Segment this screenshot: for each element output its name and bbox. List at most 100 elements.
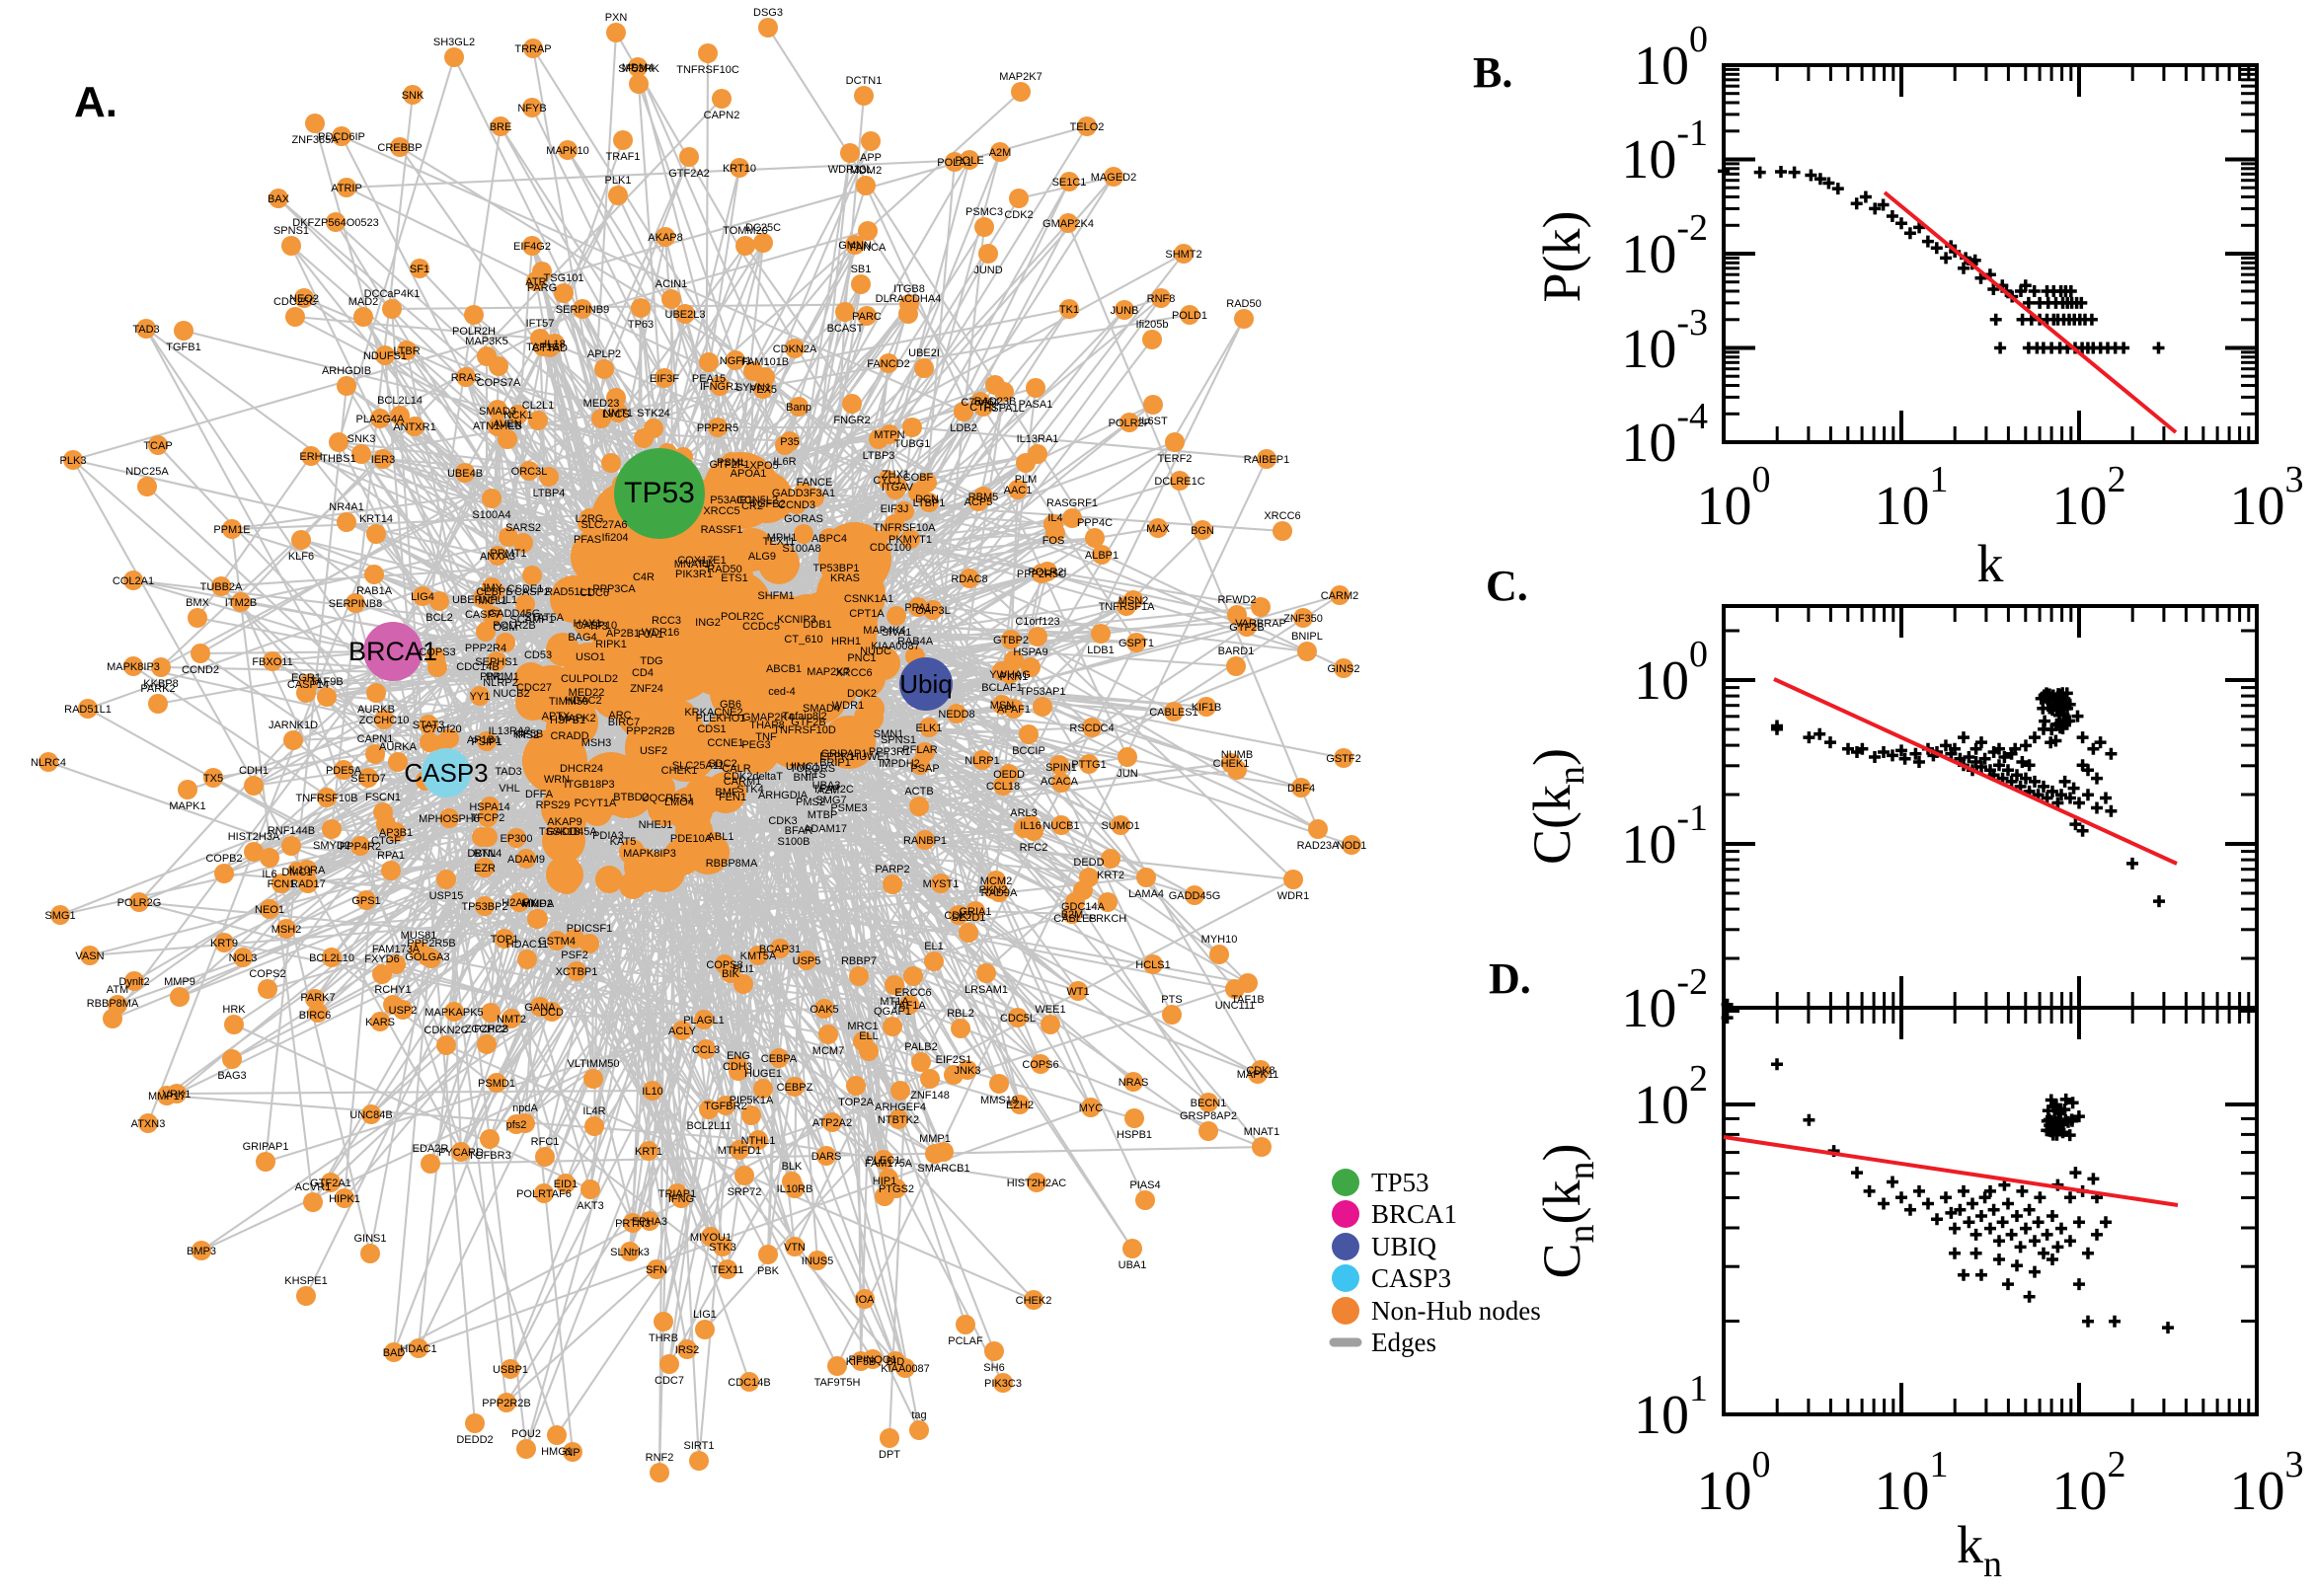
svg-text:GTF2A2: GTF2A2 — [668, 168, 710, 180]
svg-text:MAPKAPK5: MAPKAPK5 — [425, 1007, 483, 1019]
svg-text:STK3: STK3 — [709, 1242, 736, 1254]
svg-text:S100A8: S100A8 — [782, 543, 820, 555]
svg-text:NUMB: NUMB — [1221, 749, 1253, 761]
svg-text:SMG7: SMG7 — [815, 795, 846, 806]
svg-text:MSH2: MSH2 — [271, 924, 302, 936]
svg-text:PXN: PXN — [605, 12, 628, 24]
svg-text:MSN: MSN — [990, 700, 1015, 712]
svg-text:CDK2deltaT: CDK2deltaT — [724, 771, 783, 783]
svg-text:TX5: TX5 — [203, 773, 223, 785]
svg-text:ITGAV: ITGAV — [882, 482, 914, 494]
svg-text:RNF2: RNF2 — [646, 1452, 674, 1464]
svg-text:BARD1: BARD1 — [1218, 646, 1255, 657]
svg-text:ZCCHC10: ZCCHC10 — [359, 715, 410, 726]
svg-text:THRB: THRB — [649, 1332, 678, 1344]
svg-text:DCTN1: DCTN1 — [846, 75, 883, 87]
svg-text:S100B: S100B — [777, 836, 810, 848]
svg-text:PSIP1: PSIP1 — [471, 736, 502, 748]
svg-text:UNC84B: UNC84B — [349, 1109, 392, 1121]
svg-text:MAPK2: MAPK2 — [559, 713, 595, 724]
svg-text:SRP72: SRP72 — [728, 1186, 762, 1198]
svg-text:NLRP1: NLRP1 — [965, 755, 999, 767]
svg-text:GMAP2K4: GMAP2K4 — [742, 712, 794, 723]
svg-text:ATR: ATR — [525, 276, 546, 288]
svg-text:ABCB1: ABCB1 — [766, 663, 802, 675]
svg-text:LRSAM1: LRSAM1 — [965, 984, 1008, 996]
svg-text:PRTN3: PRTN3 — [615, 1218, 651, 1230]
svg-text:OAK5: OAK5 — [810, 1004, 838, 1016]
svg-text:JMY: JMY — [481, 582, 503, 594]
svg-text:TP63: TP63 — [628, 319, 654, 331]
svg-text:JNK3: JNK3 — [955, 1065, 981, 1077]
svg-text:BCL2L14: BCL2L14 — [377, 395, 423, 407]
svg-text:NGFI1: NGFI1 — [720, 355, 751, 367]
svg-text:GRIPAP1: GRIPAP1 — [821, 748, 868, 760]
svg-text:IFNGR1: IFNGR1 — [700, 381, 739, 393]
svg-text:PARK7: PARK7 — [300, 992, 335, 1004]
svg-text:COPS3: COPS3 — [419, 646, 455, 658]
svg-text:GRSP8AP2: GRSP8AP2 — [1180, 1110, 1237, 1122]
svg-text:LTBP4: LTBP4 — [533, 488, 566, 499]
svg-text:A.: A. — [74, 78, 117, 126]
svg-text:STK24: STK24 — [637, 408, 670, 419]
svg-text:Cn(kn): Cn(kn) — [1532, 1144, 1602, 1279]
svg-text:BMF: BMF — [715, 787, 738, 798]
svg-text:RAD50: RAD50 — [707, 564, 741, 575]
svg-text:USF2: USF2 — [640, 745, 667, 757]
svg-text:DCCaP4K1: DCCaP4K1 — [364, 288, 421, 300]
svg-text:RAD17: RAD17 — [290, 878, 325, 890]
svg-text:CDC14B: CDC14B — [456, 661, 499, 673]
svg-text:COL2A1: COL2A1 — [113, 575, 154, 587]
svg-text:AKAP8: AKAP8 — [648, 232, 682, 244]
svg-text:IL6: IL6 — [262, 869, 276, 880]
svg-text:MMP9: MMP9 — [164, 976, 195, 988]
svg-text:PMS2: PMS2 — [796, 797, 825, 808]
svg-text:ERCC6: ERCC6 — [894, 987, 931, 999]
svg-text:ZHX1: ZHX1 — [882, 469, 909, 481]
svg-text:FANCA: FANCA — [850, 242, 887, 254]
svg-text:ITM2B: ITM2B — [225, 597, 257, 609]
svg-text:ZNF385A: ZNF385A — [291, 134, 339, 146]
svg-text:VLTIMM50: VLTIMM50 — [568, 1058, 620, 1070]
svg-text:PLAGL1: PLAGL1 — [683, 1015, 725, 1026]
svg-text:AKAP9: AKAP9 — [547, 816, 581, 828]
svg-text:TP53BP1: TP53BP1 — [812, 563, 859, 574]
svg-text:RBBP7: RBBP7 — [841, 955, 877, 967]
svg-text:BAD: BAD — [383, 1347, 406, 1359]
svg-text:TOPORS: TOPORS — [790, 763, 835, 775]
svg-text:NP: NP — [565, 1447, 579, 1459]
svg-text:CSDE1: CSDE1 — [507, 583, 544, 595]
svg-text:PPP3R1: PPP3R1 — [869, 746, 910, 758]
svg-text:CREBBP: CREBBP — [377, 142, 422, 154]
svg-text:TOP2A: TOP2A — [838, 1097, 875, 1108]
svg-text:CALR: CALR — [722, 763, 750, 775]
svg-text:CDC14B: CDC14B — [728, 1377, 770, 1389]
svg-text:PPP4C: PPP4C — [1077, 517, 1113, 529]
svg-text:PCYT1A: PCYT1A — [575, 798, 617, 809]
svg-text:SLC27A6: SLC27A6 — [580, 519, 627, 531]
svg-text:OAP3L: OAP3L — [915, 605, 950, 617]
svg-text:ELK1: ELK1 — [916, 722, 943, 734]
svg-text:CDK8: CDK8 — [1246, 1065, 1274, 1077]
svg-text:UIMC1: UIMC1 — [786, 761, 819, 773]
svg-text:MNAT1: MNAT1 — [674, 559, 710, 570]
svg-text:NRAS: NRAS — [1119, 1077, 1149, 1089]
svg-text:GTF2B: GTF2B — [1229, 622, 1264, 634]
svg-text:MTHFD1: MTHFD1 — [718, 1145, 762, 1157]
svg-text:YY1: YY1 — [470, 691, 491, 703]
svg-text:IL10: IL10 — [642, 1086, 662, 1098]
svg-text:PRMT1: PRMT1 — [490, 548, 526, 560]
svg-text:MED23: MED23 — [583, 398, 620, 410]
svg-text:NLRP2: NLRP2 — [483, 677, 517, 689]
svg-text:CAPN2: CAPN2 — [704, 110, 740, 121]
svg-text:VHL: VHL — [499, 783, 519, 795]
svg-text:CD53: CD53 — [524, 649, 552, 661]
svg-text:k: k — [1977, 534, 2004, 593]
svg-text:RASGRF1: RASGRF1 — [1046, 497, 1098, 509]
svg-text:KRT9: KRT9 — [210, 938, 238, 950]
svg-text:JUN: JUN — [1117, 768, 1137, 780]
svg-text:JARNK1D: JARNK1D — [269, 720, 318, 731]
svg-text:XPO5: XPO5 — [749, 460, 778, 472]
svg-text:EGR1: EGR1 — [291, 672, 321, 684]
svg-text:NCK1: NCK1 — [503, 410, 532, 421]
